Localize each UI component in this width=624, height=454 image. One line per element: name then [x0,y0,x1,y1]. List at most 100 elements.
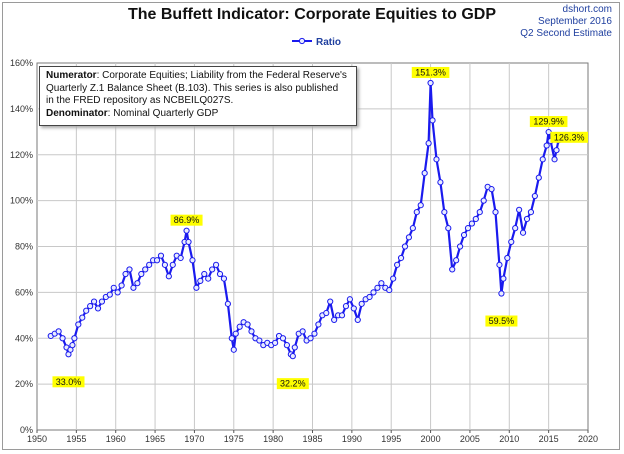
ratio-data-point [464,225,472,232]
x-tick-label: 1960 [106,434,126,444]
credit-site[interactable]: dshort.com [562,4,612,15]
ratio-data-point [394,261,401,268]
ratio-data-point [539,156,546,163]
ratio-data-point [323,309,330,317]
ratio-data-point [272,339,279,346]
ratio-data-point [122,270,129,278]
ratio-data-point [283,342,291,349]
ratio-data-point [429,117,436,124]
ratio-data-point [205,275,212,282]
ratio-data-point [55,328,62,335]
numerator-line-1: Numerator: Corporate Equities; Liability… [46,70,350,83]
denominator-text: : Nominal Quarterly GDP [107,107,219,119]
annotation-label: 32.2% [280,379,306,389]
ratio-data-point [216,270,224,278]
ratio-data-point [201,270,208,278]
annotation-label: 59.5% [489,316,515,326]
ratio-data-point [209,266,216,273]
x-tick-label: 1955 [66,434,86,444]
ratio-data-point [498,290,505,297]
ratio-data-point [488,186,495,193]
ratio-data-point [236,323,243,330]
ratio-data-point [83,307,90,314]
ratio-data-point [378,280,385,287]
numerator-label: Numerator [46,70,97,81]
ratio-data-point [256,337,263,344]
ratio-data-point [401,243,409,250]
ratio-data-point [279,335,287,342]
ratio-data-point [445,225,452,232]
definition-box: Numerator: Corporate Equities; Liability… [39,66,357,126]
ratio-data-point [71,335,78,342]
y-tick-label: 80% [15,242,33,252]
ratio-data-point [118,282,125,289]
ratio-data-point [307,335,314,342]
ratio-data-point [98,298,106,305]
numerator-text-1: : Corporate Equities; Liability from the… [96,70,347,81]
ratio-data-point [519,229,527,236]
ratio-data-point [291,344,298,351]
ratio-data-point [224,300,231,307]
ratio-data-point [189,257,196,264]
ratio-data-point [405,234,413,241]
y-tick-label: 0% [20,425,33,435]
ratio-data-point [553,147,560,154]
ratio-data-point [79,314,86,321]
x-tick-label: 1970 [184,434,204,444]
y-tick-label: 20% [15,379,33,389]
annotation-label: 33.0% [56,377,82,387]
y-tick-label: 100% [10,196,33,206]
chart-frame [2,2,620,450]
ratio-data-point [421,170,428,177]
ratio-data-point [134,280,141,287]
y-tick-label: 120% [10,150,33,160]
ratio-data-point [248,328,255,335]
x-tick-label: 1975 [224,434,244,444]
ratio-data-point [468,220,475,227]
credit-date: September 2016 [538,16,612,27]
ratio-data-point [331,316,338,323]
ratio-data-point [500,275,507,282]
x-tick-label: 1980 [263,434,283,444]
ratio-data-point [386,286,393,294]
ratio-data-point [169,261,176,268]
ratio-data-point [472,215,479,223]
ratio-data-point [508,238,515,246]
ratio-data-point [315,321,322,328]
ratio-data-point [460,231,468,239]
ratio-data-point [59,335,66,342]
annotation-highlight [529,116,568,128]
ratio-data-point [90,298,98,305]
ratio-data-point [480,197,487,204]
ratio-data-point [543,142,550,149]
x-tick-label: 1990 [342,434,362,444]
y-tick-label: 140% [10,104,33,114]
ratio-data-point [232,330,239,337]
chart-title: The Buffett Indicator: Corporate Equitie… [127,6,496,23]
numerator-line-3: in the FRED repository as NCBEILQ027S. [46,95,234,106]
ratio-data-point [346,296,353,303]
ratio-data-point [397,254,405,262]
ratio-data-point [449,266,456,273]
ratio-data-point [157,252,165,259]
ratio-data-point [138,270,145,278]
ratio-data-point [75,321,82,328]
ratio-data-point [153,257,161,264]
ratio-data-point [504,254,511,262]
ratio-data-point [220,275,228,282]
ratio-data-point [441,208,448,216]
credit-block: dshort.com September 2016 Q2 Second Esti… [520,4,612,40]
ratio-data-point [228,335,235,342]
annotation-highlight [276,378,309,390]
annotation-label: 86.9% [174,215,200,225]
denominator-label: Denominator [46,107,108,119]
ratio-data-point [417,202,424,209]
annotation-highlight [485,315,518,327]
y-tick-label: 60% [15,287,33,297]
ratio-data-point [130,284,137,291]
ratio-data-point [177,254,184,262]
ratio-data-point [146,261,153,268]
x-tick-label: 1965 [145,434,165,444]
x-tick-label: 1950 [27,434,47,444]
x-tick-label: 2005 [460,434,480,444]
